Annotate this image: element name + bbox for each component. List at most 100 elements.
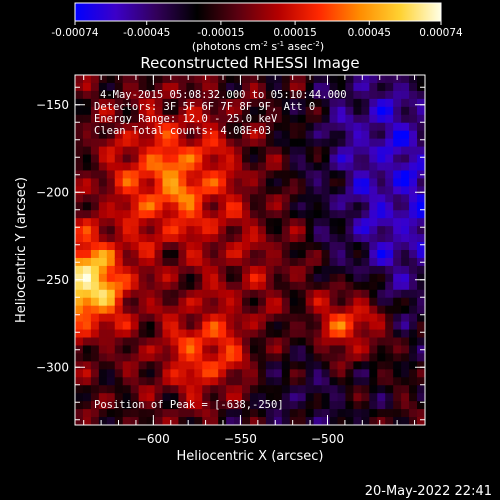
heatmap-cell xyxy=(265,178,275,187)
heatmap-cell xyxy=(417,313,425,323)
heatmap-cell xyxy=(369,154,378,164)
heatmap-cell xyxy=(138,369,148,378)
heatmap-cell xyxy=(313,202,323,211)
heatmap-cell xyxy=(218,385,227,394)
heatmap-cell xyxy=(305,289,315,299)
heatmap-cell xyxy=(122,202,132,211)
heatmap-cell xyxy=(409,226,418,235)
heatmap-cell xyxy=(162,234,172,243)
heatmap-cell xyxy=(178,337,187,347)
heatmap-cell xyxy=(218,210,227,219)
heatmap-cell xyxy=(377,194,386,203)
heatmap-cell xyxy=(337,313,347,323)
heatmap-cell xyxy=(210,122,219,132)
heatmap-cell xyxy=(202,146,211,156)
heatmap-cell xyxy=(90,202,100,211)
heatmap-cell xyxy=(82,106,92,116)
heatmap-cell xyxy=(377,106,386,116)
heatmap-cell xyxy=(250,82,259,92)
heatmap-cell xyxy=(297,353,307,362)
heatmap-cell xyxy=(369,146,378,156)
heatmap-cell xyxy=(178,329,187,339)
heatmap-cell xyxy=(265,281,275,291)
heatmap-cell xyxy=(313,393,323,402)
heatmap-cell xyxy=(321,162,331,172)
heatmap-cell xyxy=(337,154,347,164)
heatmap-cell xyxy=(329,98,339,108)
heatmap-cell xyxy=(257,194,267,203)
heatmap-cell xyxy=(321,226,331,235)
heatmap-cell xyxy=(194,82,203,92)
heatmap-cell xyxy=(417,75,425,84)
heatmap-cell xyxy=(393,273,402,283)
heatmap-cell xyxy=(242,194,251,203)
heatmap-cell xyxy=(393,98,402,108)
heatmap-cell xyxy=(297,154,307,164)
heatmap-cell xyxy=(281,226,291,235)
heatmap-cell xyxy=(122,409,132,418)
heatmap-cell xyxy=(353,210,362,219)
heatmap-cell xyxy=(138,345,148,354)
heatmap-cell xyxy=(250,122,259,132)
heatmap-cell xyxy=(154,337,164,347)
heatmap-cell xyxy=(353,385,362,394)
heatmap-cell xyxy=(257,122,267,132)
heatmap-cell xyxy=(170,106,179,116)
heatmap-cell xyxy=(178,90,187,100)
heatmap-cell xyxy=(178,353,187,362)
heatmap-cell xyxy=(377,257,386,267)
heatmap-cell xyxy=(226,234,235,243)
heatmap-cell xyxy=(401,154,410,164)
heatmap-cell xyxy=(265,210,275,219)
heatmap-cell xyxy=(202,226,211,235)
heatmap-cell xyxy=(321,313,331,323)
heatmap-cell xyxy=(186,170,195,179)
heatmap-cell xyxy=(297,186,307,195)
heatmap-cell xyxy=(393,210,402,219)
heatmap-cell xyxy=(210,345,219,354)
heatmap-cell xyxy=(98,82,108,92)
heatmap-cell xyxy=(337,393,347,402)
heatmap-cell xyxy=(114,210,124,219)
heatmap-cell xyxy=(273,281,283,291)
heatmap-cell xyxy=(178,202,187,211)
heatmap-cell xyxy=(75,401,84,410)
heatmap-cell xyxy=(250,138,259,148)
heatmap-cell xyxy=(90,289,100,299)
heatmap-cell xyxy=(90,409,100,418)
heatmap-cell xyxy=(186,257,195,267)
heatmap-cell xyxy=(369,106,378,116)
heatmap-cell xyxy=(257,353,267,362)
heatmap-cell xyxy=(297,202,307,211)
colorbar-tick-label: -0.00045 xyxy=(123,27,170,39)
heatmap-cell xyxy=(265,369,275,378)
heatmap-cell xyxy=(90,218,100,227)
heatmap-cell xyxy=(321,90,331,100)
heatmap-cell xyxy=(202,82,211,92)
heatmap-cell xyxy=(226,281,235,291)
heatmap-cell xyxy=(218,250,227,259)
heatmap-cell xyxy=(353,218,362,227)
heatmap-cell xyxy=(353,345,362,354)
heatmap-cell xyxy=(114,186,124,195)
heatmap-cell xyxy=(337,242,347,251)
heatmap-cell xyxy=(385,417,394,425)
heatmap-cell xyxy=(170,98,179,108)
heatmap-cell xyxy=(321,377,331,386)
heatmap-cell xyxy=(353,393,362,402)
heatmap-cell xyxy=(250,297,259,307)
heatmap-cell xyxy=(329,162,339,172)
heatmap-cell xyxy=(122,114,132,124)
heatmap-cell xyxy=(98,257,108,267)
heatmap-cell xyxy=(281,162,291,172)
heatmap-cell xyxy=(329,75,339,84)
heatmap-cell xyxy=(385,297,394,307)
heatmap-cell xyxy=(250,114,259,124)
heatmap-cell xyxy=(162,170,172,179)
heatmap-cell xyxy=(146,75,156,84)
heatmap-cell xyxy=(114,218,124,227)
heatmap-cell xyxy=(154,281,164,291)
heatmap-cell xyxy=(281,146,291,156)
colorbar-tick-label: -0.00074 xyxy=(51,27,99,39)
heatmap-cell xyxy=(90,417,100,425)
